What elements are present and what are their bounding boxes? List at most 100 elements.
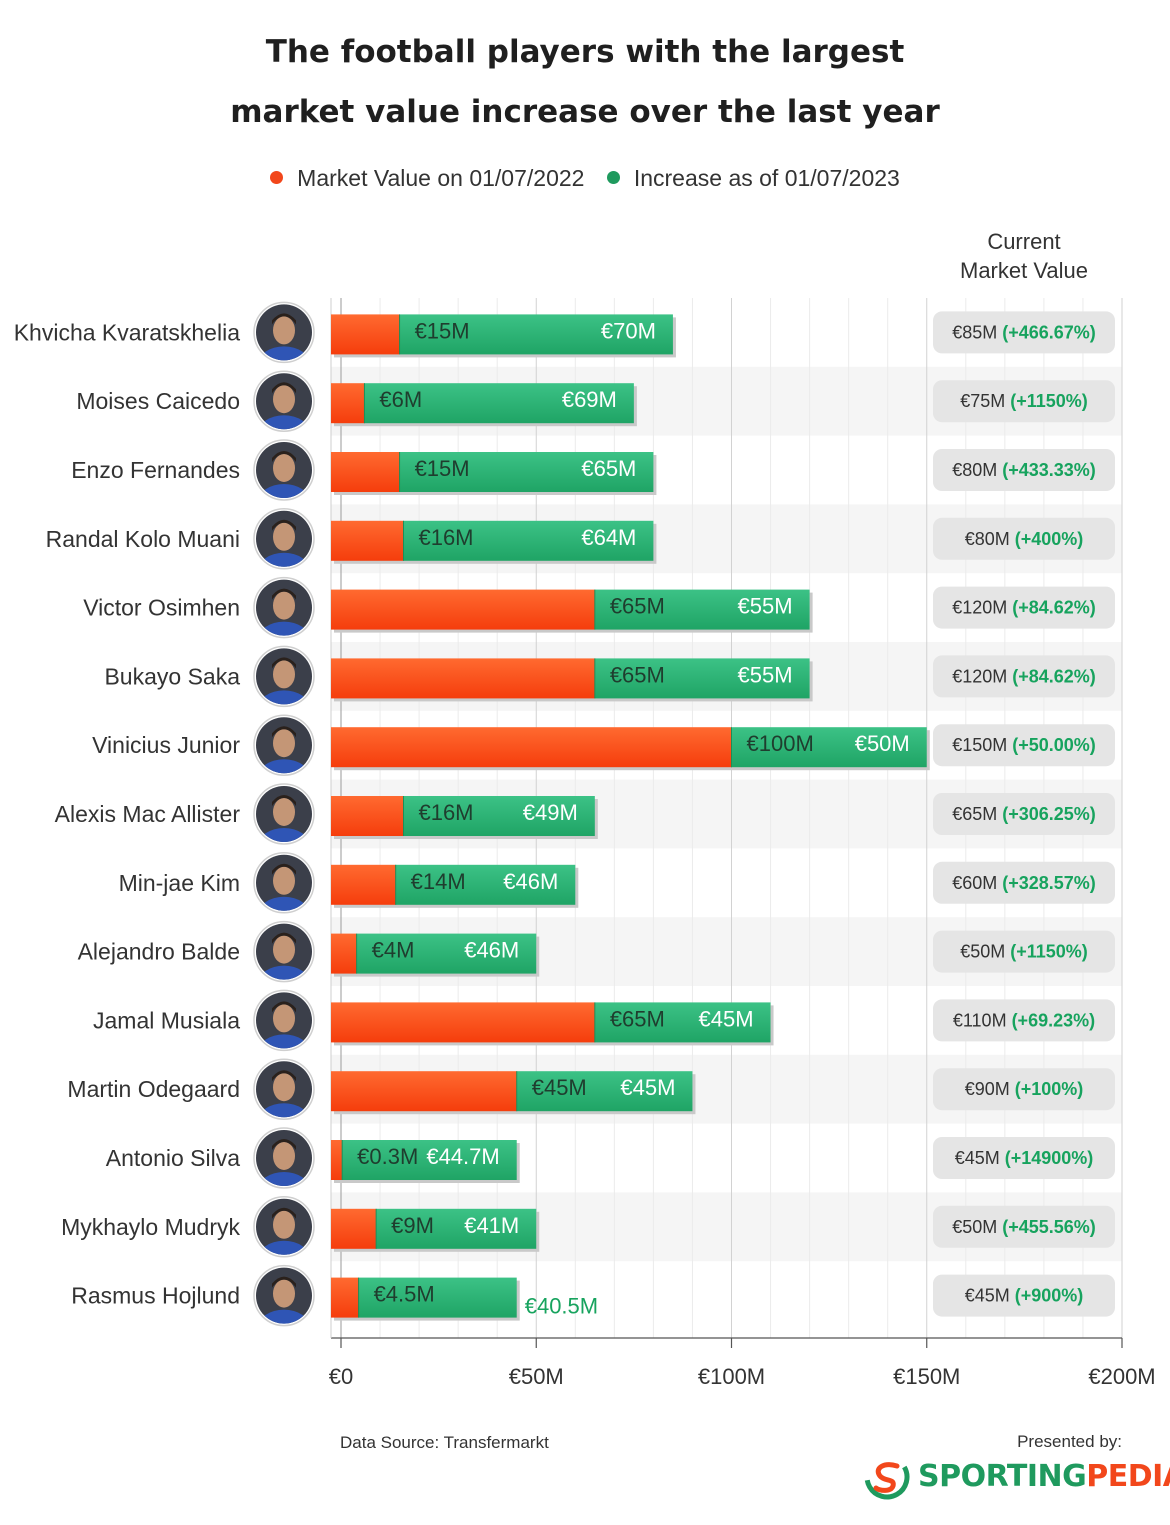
legend-label-increase: Increase as of 01/07/2023 xyxy=(633,165,900,191)
bar-increase xyxy=(395,864,576,905)
bar-base-label: €0.3M xyxy=(357,1144,418,1169)
bar-increase xyxy=(594,1002,771,1043)
current-value-pct: (+306.25%) xyxy=(1002,804,1096,824)
current-value-pill xyxy=(933,449,1115,491)
chart-title-line-1: The football players with the largest xyxy=(265,34,905,70)
bar-increase-label: €55M xyxy=(738,594,793,619)
current-value-pill xyxy=(933,724,1115,767)
bar-increase-label: €55M xyxy=(738,662,793,687)
current-value-amount: €80M xyxy=(965,529,1015,549)
current-value-amount: €50M xyxy=(952,1217,1002,1237)
current-value-text: €85M (+466.67%) xyxy=(952,322,1096,342)
bar-increase xyxy=(342,1140,517,1180)
bar-base xyxy=(331,1071,517,1112)
bar-base-label: €9M xyxy=(391,1213,434,1238)
current-value-pct: (+14900%) xyxy=(1005,1148,1094,1168)
bar-increase-label: €45M xyxy=(699,1006,754,1031)
player-name: Alexis Mac Allister xyxy=(55,801,241,827)
player-name: Enzo Fernandes xyxy=(71,457,240,483)
current-value-amount: €90M xyxy=(965,1079,1015,1099)
player-name: Victor Osimhen xyxy=(83,595,240,621)
bar-base xyxy=(331,727,732,768)
current-value-text: €120M (+84.62%) xyxy=(952,666,1096,686)
bar-base-label: €45M xyxy=(532,1075,587,1100)
current-value-amount: €120M xyxy=(952,666,1012,686)
current-value-text: €80M (+433.33%) xyxy=(952,460,1096,480)
bar-increase-label: €46M xyxy=(464,938,519,963)
current-value-amount: €45M xyxy=(965,1286,1015,1306)
sportingpedia-logo-icon xyxy=(864,1454,910,1500)
current-value-pct: (+84.62%) xyxy=(1012,598,1096,618)
legend-label-base: Market Value on 01/07/2022 xyxy=(297,165,585,191)
current-value-pill xyxy=(933,655,1115,698)
player-avatar xyxy=(253,989,315,1052)
current-value-pill xyxy=(933,793,1115,835)
current-market-value-header: Current Market Value xyxy=(930,227,1118,285)
bar-increase-label: €45M xyxy=(620,1075,675,1100)
current-value-pct: (+1150%) xyxy=(1010,391,1088,411)
player-name: Khvicha Kvaratskhelia xyxy=(14,319,240,345)
bar-base xyxy=(331,933,357,974)
player-avatar xyxy=(253,1127,315,1189)
current-value-text: €75M (+1150%) xyxy=(960,391,1088,411)
current-value-text: €50M (+455.56%) xyxy=(952,1217,1096,1237)
bar-increase xyxy=(731,727,927,768)
sportingpedia-logo: SPORTINGPEDIA xyxy=(864,1452,1170,1502)
legend: Market Value on 01/07/2022 Increase as o… xyxy=(0,165,1170,192)
bar-increase xyxy=(594,589,810,630)
current-value-pct: (+100%) xyxy=(1015,1079,1084,1099)
bar-base-label: €65M xyxy=(610,1006,665,1031)
bar-base-label: €6M xyxy=(379,387,422,412)
current-value-pct: (+466.67%) xyxy=(1002,322,1096,342)
x-tick-label: €200M xyxy=(1088,1364,1155,1389)
current-value-pct: (+1150%) xyxy=(1010,942,1088,962)
current-value-pill xyxy=(933,311,1115,354)
player-name: Alejandro Balde xyxy=(78,939,240,965)
bar-base-label: €15M xyxy=(415,456,470,481)
bar-base-label: €14M xyxy=(411,869,466,894)
current-value-pct: (+900%) xyxy=(1015,1286,1084,1306)
player-avatar xyxy=(253,508,315,570)
sportingpedia-logo-text: SPORTINGPEDIA xyxy=(918,1458,1170,1496)
bar-base xyxy=(331,796,404,836)
bar-base-label: €100M xyxy=(747,731,814,756)
player-name: Antonio Silva xyxy=(106,1145,240,1171)
current-value-pct: (+400%) xyxy=(1015,529,1084,549)
current-market-value-header-line-2: Market Value xyxy=(960,258,1088,283)
current-value-text: €65M (+306.25%) xyxy=(952,804,1096,824)
x-tick-label: €50M xyxy=(509,1364,564,1389)
presented-by: Presented by: xyxy=(1017,1432,1122,1451)
player-name: Martin Odegaard xyxy=(67,1076,240,1102)
current-value-text: €110M (+69.23%) xyxy=(953,1010,1095,1030)
current-value-text: €60M (+328.57%) xyxy=(952,873,1096,893)
bar-base xyxy=(331,520,404,561)
bar-increase xyxy=(403,796,595,836)
current-value-amount: €85M xyxy=(952,322,1002,342)
player-avatar xyxy=(253,645,315,708)
chart-area: €0 €50M €100M €150M €200M Khvicha Kvaratskhel… xyxy=(14,298,1156,1389)
bar-increase-label: €49M xyxy=(523,800,578,825)
bar-base-label: €65M xyxy=(610,662,665,687)
player-name: Vinicius Junior xyxy=(92,732,240,758)
bar-base-label: €15M xyxy=(415,318,470,343)
current-value-text: €50M (+1150%) xyxy=(960,942,1088,962)
current-value-amount: €110M xyxy=(953,1010,1012,1030)
bar-base-label: €65M xyxy=(610,594,665,619)
bar-base-label: €16M xyxy=(418,525,473,550)
player-avatar xyxy=(253,301,315,364)
logo-text-sporting: SPORTING xyxy=(918,1459,1087,1494)
player-name: Moises Caicedo xyxy=(76,388,240,414)
current-value-amount: €60M xyxy=(952,873,1002,893)
current-value-pct: (+455.56%) xyxy=(1002,1217,1096,1237)
current-value-amount: €120M xyxy=(952,598,1012,618)
current-value-pct: (+433.33%) xyxy=(1002,460,1096,480)
current-value-pill xyxy=(933,1068,1115,1111)
bar-increase-label: €44.7M xyxy=(426,1144,499,1169)
bar-increase xyxy=(364,383,634,424)
bar-increase-label: €70M xyxy=(601,318,656,343)
bar-increase-label: €41M xyxy=(464,1213,519,1238)
current-value-amount: €75M xyxy=(960,391,1010,411)
chart-title-line-2: market value increase over the last year xyxy=(230,94,940,130)
bar-base xyxy=(331,1140,343,1180)
bar-base xyxy=(331,1002,595,1043)
